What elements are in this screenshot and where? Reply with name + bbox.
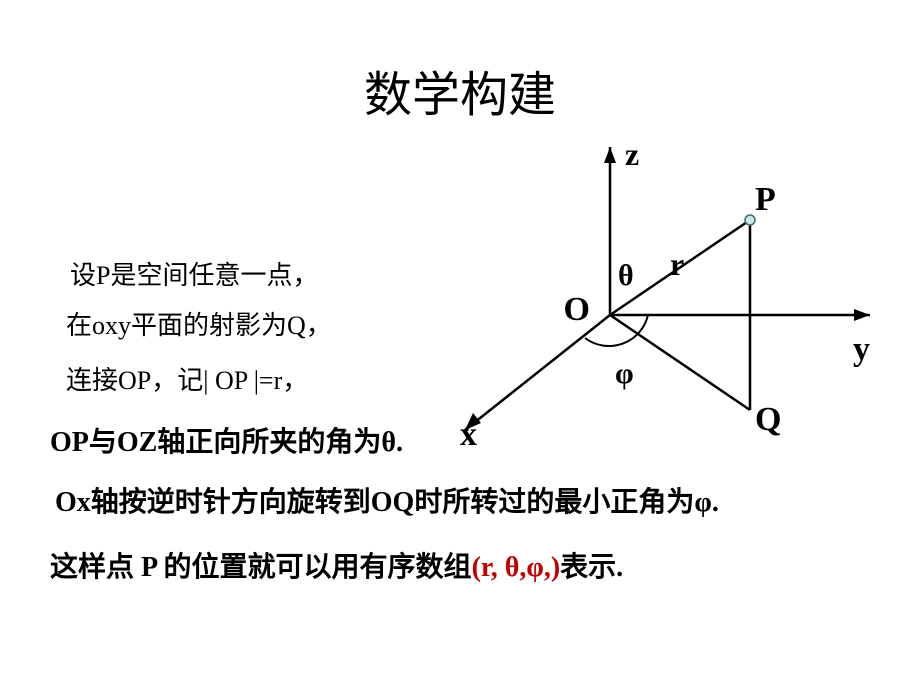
- text-line-2: 在oxy平面的射影为Q，: [66, 305, 332, 342]
- svg-text:φ: φ: [615, 357, 634, 390]
- diagram-svg: z Pr θOy φ Qx: [420, 135, 890, 455]
- text-line-5: Ox轴按逆时针方向旋转到OQ时所转过的最小正角为φ.: [55, 480, 719, 520]
- svg-text:y: y: [853, 331, 870, 368]
- text-line-3: 连接OP，记| OP |=r，: [66, 360, 308, 397]
- svg-text:Q: Q: [755, 401, 781, 438]
- final-highlight: (r, θ,φ,): [472, 552, 561, 583]
- slide: 数学构建 设P是空间任意一点， 在oxy平面的射影为Q， 连接OP，记| OP …: [0, 0, 920, 690]
- svg-text:r: r: [670, 246, 684, 282]
- svg-text:O: O: [564, 291, 590, 328]
- svg-text:P: P: [755, 181, 776, 218]
- slide-title: 数学构建: [0, 55, 920, 125]
- text-line-4: OP与OZ轴正向所夹的角为θ.: [50, 420, 403, 460]
- final-pre: 这样点 P 的位置就可以用有序数组: [50, 552, 472, 583]
- svg-text:x: x: [460, 416, 477, 453]
- final-post: 表示.: [560, 552, 623, 583]
- svg-text:z: z: [625, 136, 639, 172]
- text-line-1: 设P是空间任意一点，: [70, 255, 318, 292]
- final-line: 这样点 P 的位置就可以用有序数组(r, θ,φ,)表示.: [50, 545, 623, 585]
- coordinate-diagram: z Pr θOy φ Qx: [420, 135, 890, 455]
- svg-text:θ: θ: [618, 259, 634, 292]
